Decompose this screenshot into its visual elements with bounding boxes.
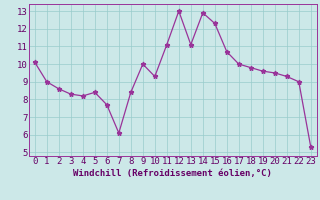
X-axis label: Windchill (Refroidissement éolien,°C): Windchill (Refroidissement éolien,°C) [73,169,272,178]
